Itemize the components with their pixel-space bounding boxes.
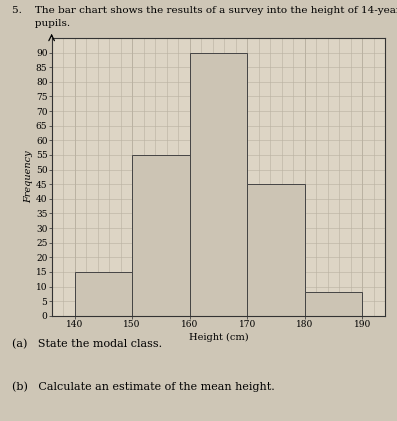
Y-axis label: Frequency: Frequency [24, 150, 33, 203]
Text: 5.    The bar chart shows the results of a survey into the height of 14-year-old: 5. The bar chart shows the results of a … [12, 6, 397, 15]
Bar [304, 292, 362, 316]
Bar [247, 184, 304, 316]
Bar [190, 53, 247, 316]
X-axis label: Height (cm): Height (cm) [189, 333, 248, 342]
Text: pupils.: pupils. [12, 19, 70, 28]
Text: (a)   State the modal class.: (a) State the modal class. [12, 339, 162, 349]
Bar [75, 272, 132, 316]
Text: (b)   Calculate an estimate of the mean height.: (b) Calculate an estimate of the mean he… [12, 381, 275, 392]
Bar [132, 155, 190, 316]
